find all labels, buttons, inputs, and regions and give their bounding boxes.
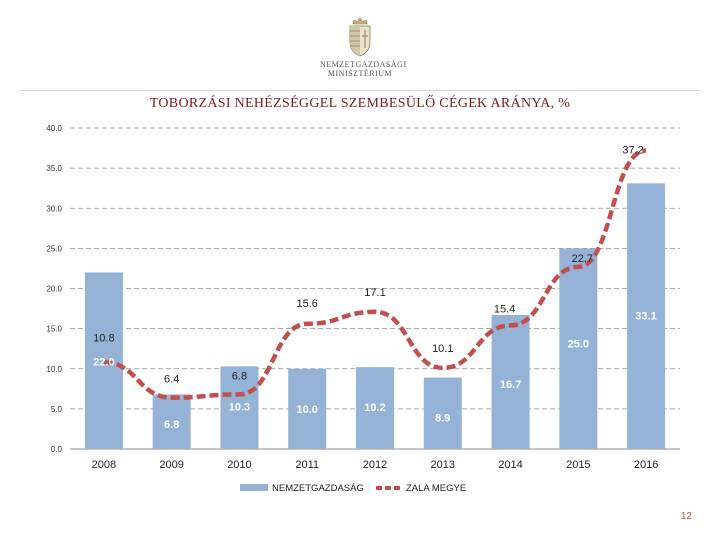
line-data-label: 10.1 (432, 343, 453, 355)
bar-data-label: 33.1 (635, 310, 656, 322)
line-data-label: 37.2 (622, 144, 643, 156)
bar-2014 (491, 314, 530, 449)
bar-2011 (288, 368, 327, 449)
y-tick-label: 20.0 (46, 285, 62, 294)
y-tick-label: 15.0 (46, 325, 62, 334)
y-tick-label: 40.0 (46, 124, 62, 133)
header-divider (20, 90, 700, 91)
logo-text: NEMZETGAZDASÁGI MINISZTÉRIUM (320, 60, 407, 78)
x-tick-label: 2009 (159, 459, 183, 471)
x-tick-label: 2008 (92, 459, 116, 471)
x-tick-label: 2015 (566, 459, 590, 471)
page-number: 12 (680, 511, 692, 522)
logo-line-2: MINISZTÉRIUM (327, 69, 393, 78)
line-data-label: 15.4 (494, 303, 515, 315)
line-data-label: 15.6 (297, 298, 318, 310)
line-series-zala-megye (103, 148, 647, 400)
bar-data-label: 10.2 (364, 402, 385, 414)
bar-data-label: 8.9 (435, 413, 450, 425)
ministry-logo: NEMZETGAZDASÁGI MINISZTÉRIUM (320, 16, 407, 96)
line-data-label: 17.1 (364, 287, 385, 299)
chart-title: TOBORZÁSI NEHÉZSÉGGEL SZEMBESÜLŐ CÉGEK A… (149, 96, 571, 111)
logo-line-1: NEMZETGAZDASÁGI (320, 60, 407, 69)
bar-2009 (152, 394, 191, 449)
y-tick-label: 35.0 (46, 164, 62, 173)
y-tick-label: 25.0 (46, 244, 62, 253)
x-tick-label: 2012 (363, 459, 387, 471)
bar-data-label: 10.0 (297, 404, 318, 416)
y-tick-label: 30.0 (46, 204, 62, 213)
line-data-label: 22.7 (572, 253, 593, 265)
x-tick-label: 2011 (295, 459, 319, 471)
bar-data-label: 6.8 (164, 419, 179, 431)
legend-swatch-nemzetgazdasag (240, 484, 268, 491)
line-data-label: 6.4 (164, 374, 179, 386)
x-tick-label: 2014 (498, 459, 522, 471)
legend-label-nemzetgazdasag: NEMZETGAZDASÁG (272, 483, 364, 494)
bar-2012 (356, 367, 394, 449)
bar-2015 (559, 248, 598, 449)
bar-2016 (627, 183, 666, 449)
line-data-label: 10.8 (93, 332, 114, 344)
x-tick-label: 2010 (227, 459, 251, 471)
x-tick-label: 2013 (431, 459, 455, 471)
bar-data-label: 25.0 (568, 338, 589, 350)
coat-of-arms-icon (349, 17, 371, 57)
x-tick-label: 2016 (634, 459, 658, 471)
bar-data-label: 22.0 (93, 356, 114, 368)
y-tick-label: 0.0 (51, 445, 63, 454)
legend-label-zala-megye: ZALA MEGYE (406, 483, 466, 494)
bar-2010 (220, 366, 259, 449)
y-tick-label: 10.0 (46, 365, 62, 374)
bar-2013 (423, 377, 462, 449)
bar-data-label: 16.7 (500, 379, 521, 391)
y-tick-label: 5.0 (51, 405, 63, 414)
bar-data-label: 10.3 (229, 401, 250, 413)
line-data-label: 6.8 (232, 370, 247, 382)
